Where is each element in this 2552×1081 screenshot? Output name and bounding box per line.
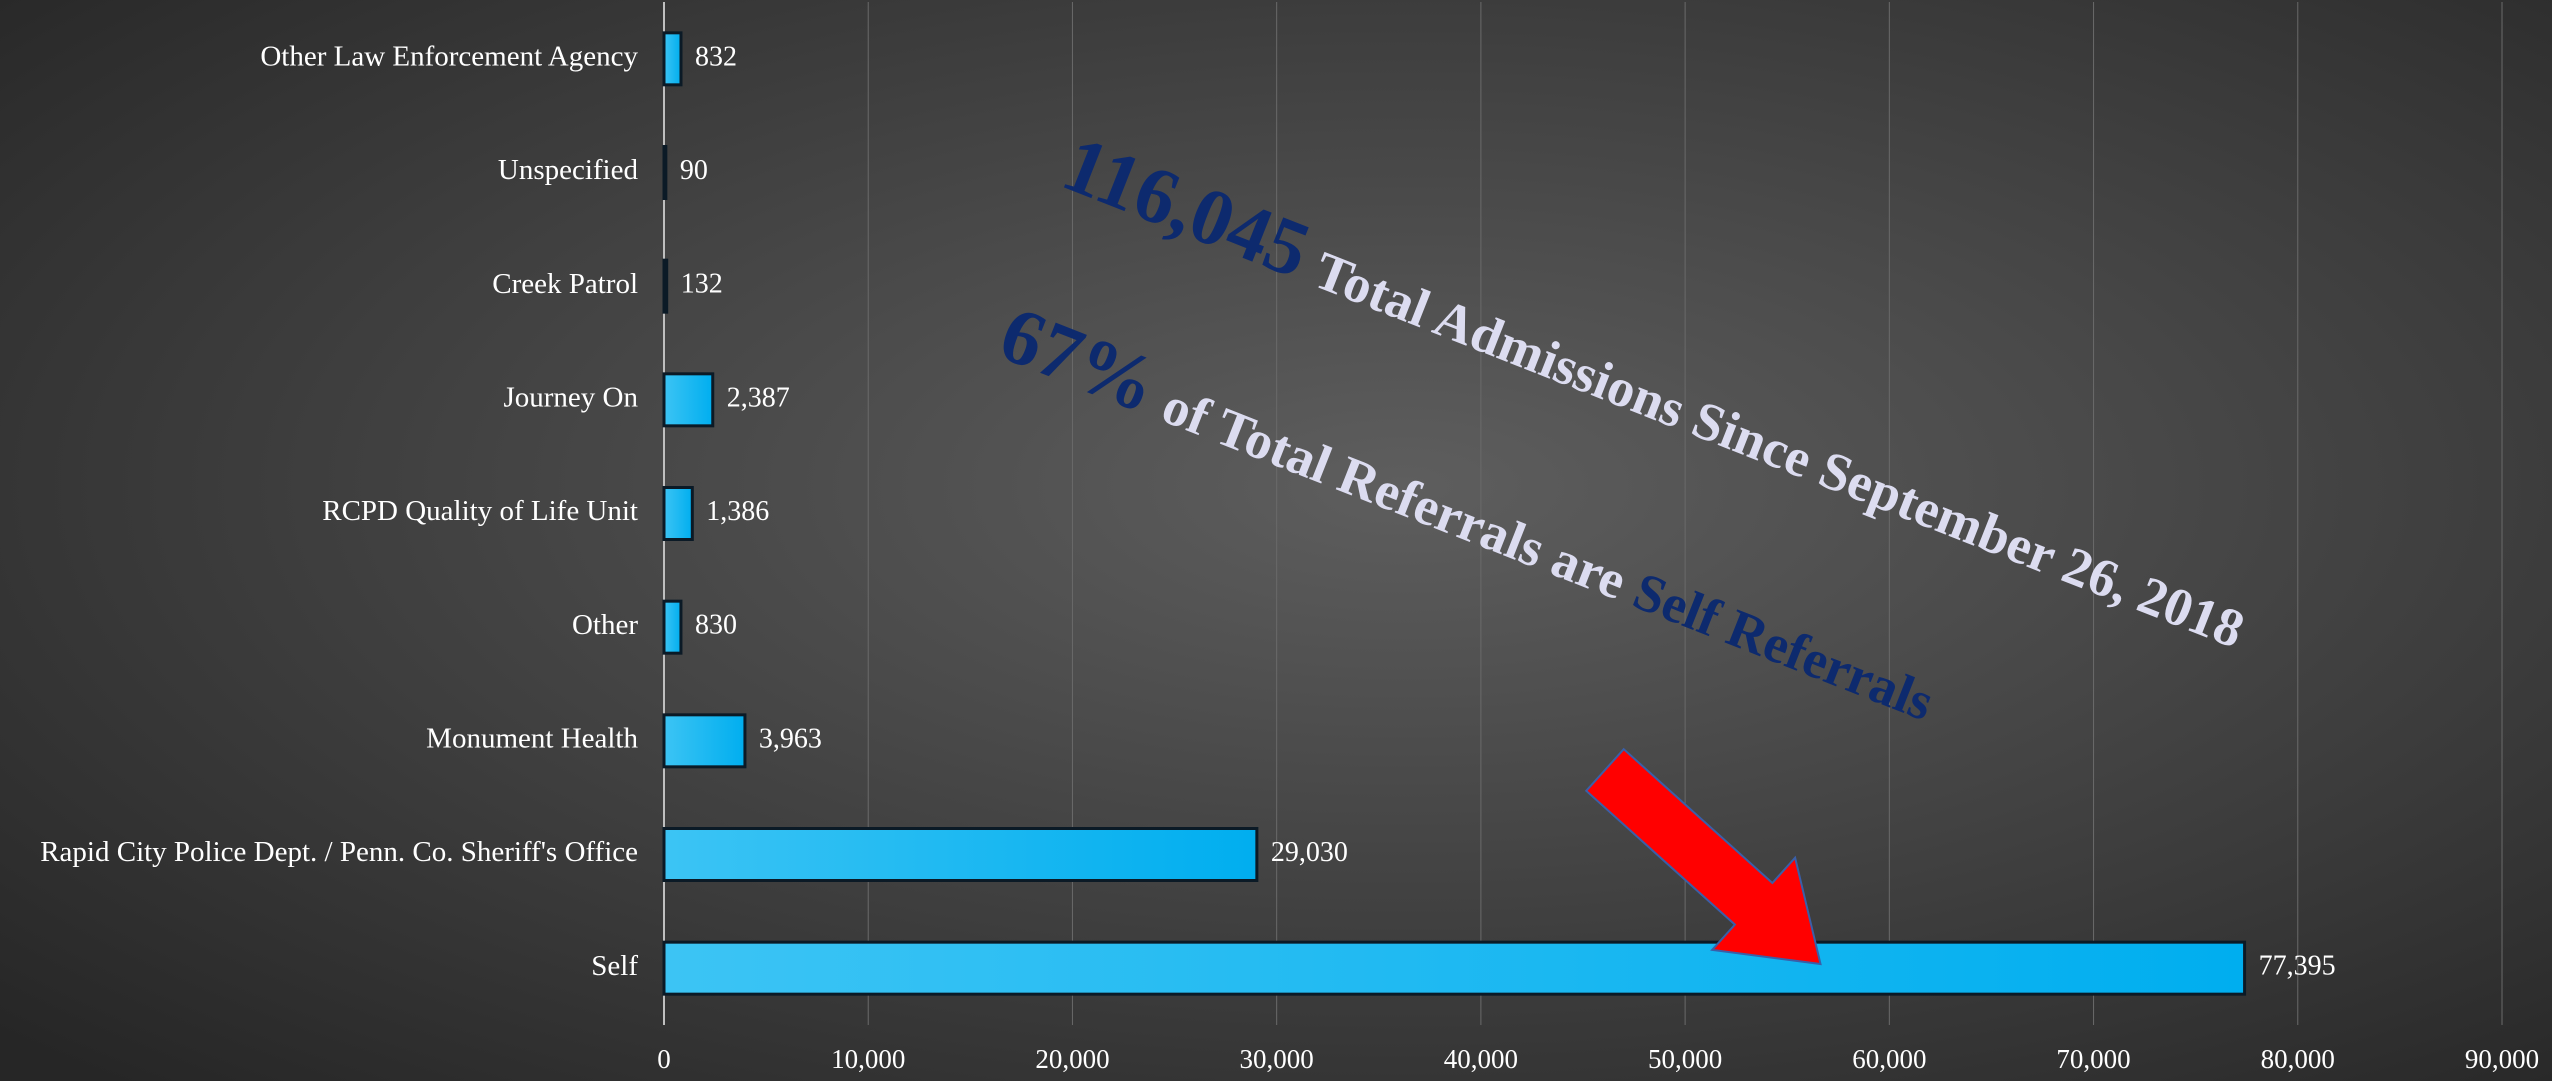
bar — [662, 31, 683, 87]
category-label: Other — [572, 609, 638, 641]
data-label: 3,963 — [759, 723, 822, 754]
x-tick-label: 0 — [657, 1044, 671, 1074]
data-label: 832 — [695, 41, 737, 72]
bar — [662, 713, 747, 769]
category-label: Monument Health — [426, 722, 638, 754]
category-label: RCPD Quality of Life Unit — [322, 495, 638, 527]
x-tick-label: 70,000 — [2056, 1044, 2130, 1074]
x-tick-label: 90,000 — [2465, 1044, 2539, 1074]
x-tick-label: 60,000 — [1852, 1044, 1926, 1074]
data-label: 90 — [680, 155, 708, 186]
data-label: 2,387 — [727, 382, 790, 413]
x-tick-label: 40,000 — [1444, 1044, 1518, 1074]
bar — [662, 827, 1259, 882]
bar — [662, 145, 668, 200]
data-label: 132 — [681, 269, 723, 300]
category-label: Other Law Enforcement Agency — [260, 40, 638, 72]
data-label: 1,386 — [706, 496, 769, 527]
bar — [662, 599, 683, 655]
bar — [662, 486, 694, 541]
x-tick-label: 30,000 — [1240, 1044, 1314, 1074]
category-label: Unspecified — [498, 154, 639, 186]
category-label: Rapid City Police Dept. / Penn. Co. Sher… — [40, 836, 638, 868]
bar — [662, 372, 715, 428]
data-label: 29,030 — [1271, 837, 1348, 868]
category-label: Self — [591, 950, 638, 982]
x-tick-label: 20,000 — [1035, 1044, 1109, 1074]
data-label: 77,395 — [2259, 951, 2336, 982]
x-tick-label: 50,000 — [1648, 1044, 1722, 1074]
x-tick-label: 80,000 — [2261, 1044, 2335, 1074]
bar — [662, 940, 2247, 996]
category-label: Journey On — [503, 381, 638, 413]
x-tick-label: 10,000 — [831, 1044, 905, 1074]
arrow — [1584, 747, 1822, 966]
category-label: Creek Patrol — [492, 268, 638, 300]
data-label: 830 — [695, 610, 737, 641]
bar — [662, 258, 669, 314]
